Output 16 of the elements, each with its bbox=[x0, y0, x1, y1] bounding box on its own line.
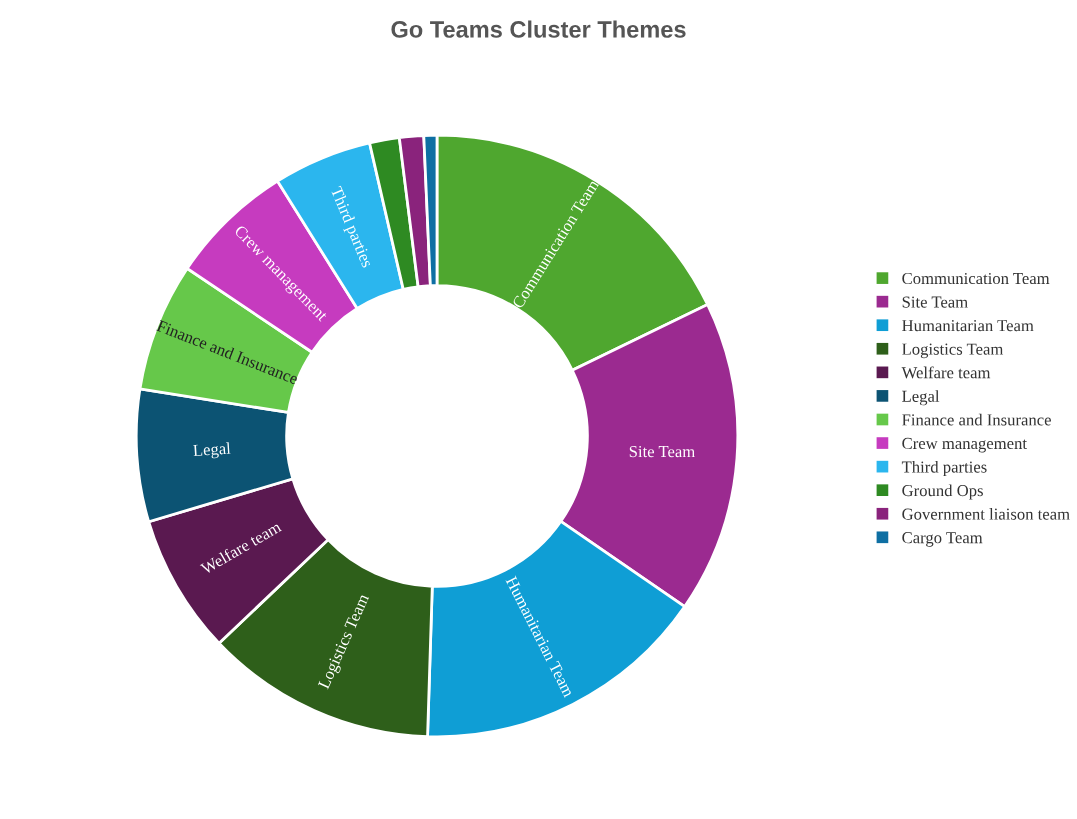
legend-label: Communication Team bbox=[902, 272, 1050, 285]
legend-label: Ground Ops bbox=[902, 484, 983, 500]
legend-label: Site Team bbox=[902, 296, 968, 308]
slice-label: Legal bbox=[192, 442, 231, 460]
legend-label: Crew management bbox=[902, 437, 1027, 453]
legend-label: Logistics Team bbox=[902, 343, 1004, 359]
legend-label: Legal bbox=[902, 390, 940, 406]
legend-label: Government liaison team bbox=[902, 508, 1070, 520]
slice-label: Site Team bbox=[629, 445, 695, 458]
legend-label: Humanitarian Team bbox=[902, 320, 1034, 332]
legend-label: Cargo Team bbox=[902, 532, 983, 547]
legend-label: Third parties bbox=[901, 460, 987, 477]
slice-label: Third parties bbox=[327, 185, 374, 270]
legend-label: Finance and Insurance bbox=[902, 413, 1051, 426]
legend-label: Welfare team bbox=[901, 366, 991, 379]
chart-title: Go Teams Cluster Themes bbox=[391, 20, 686, 38]
